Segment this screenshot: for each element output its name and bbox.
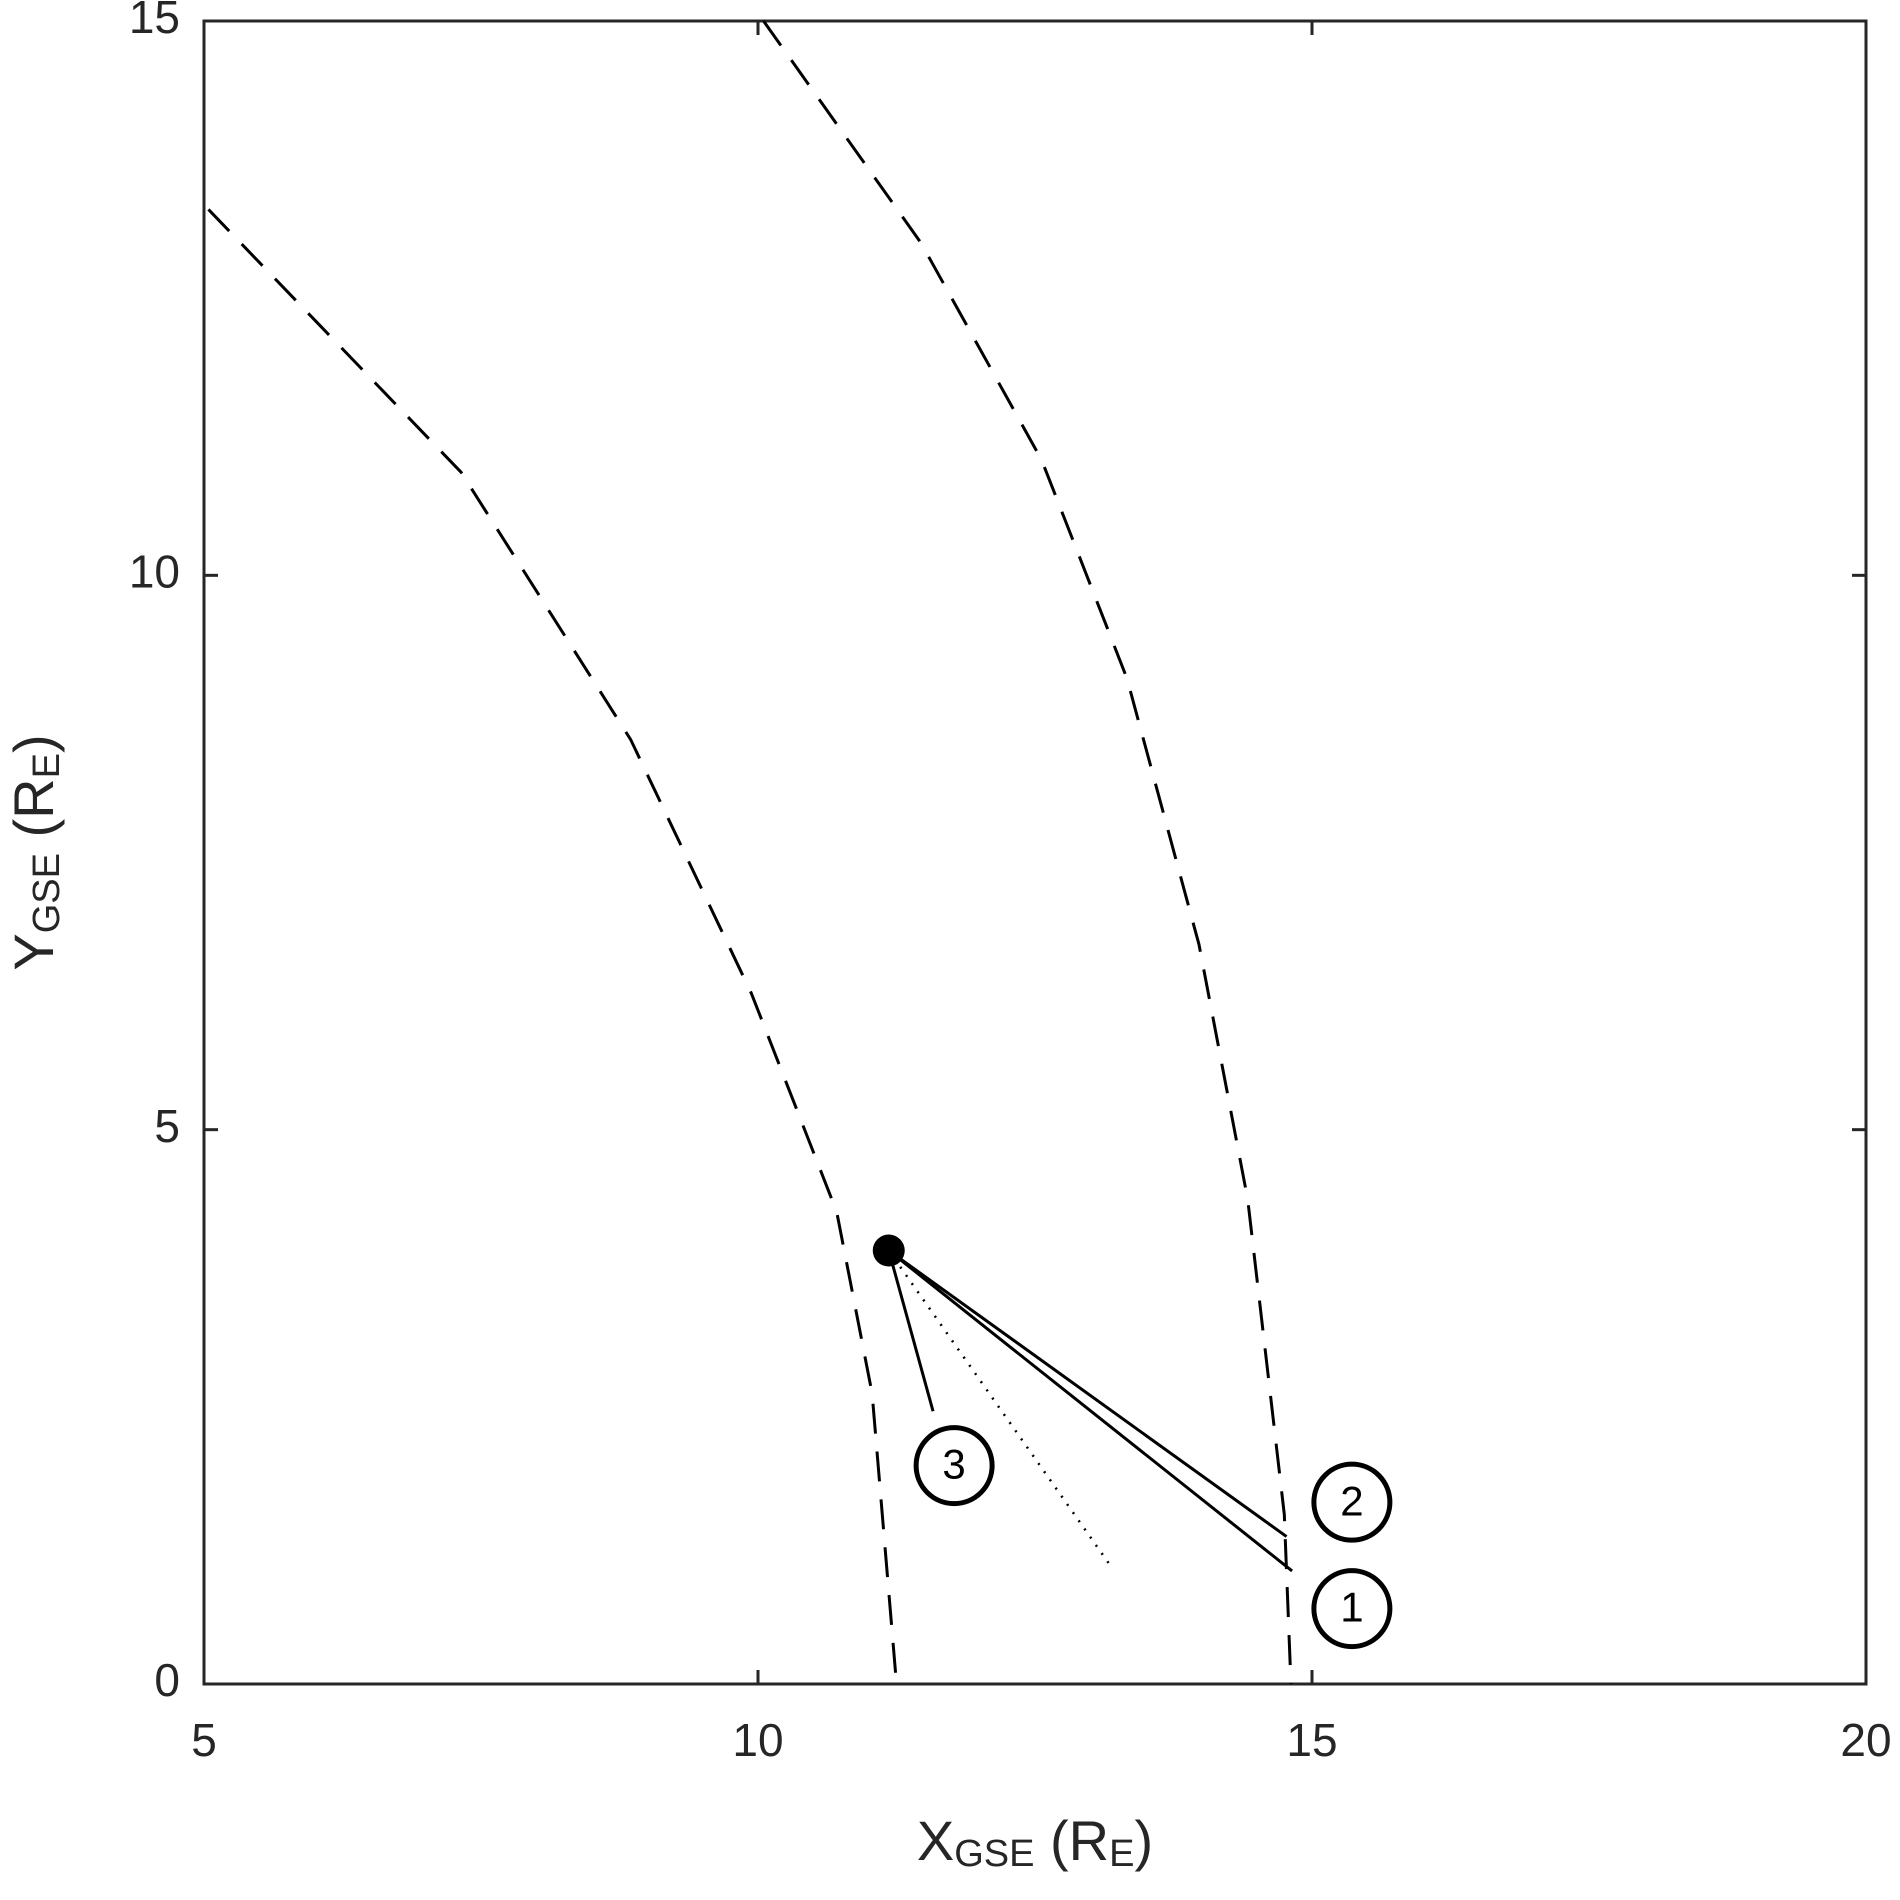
dotted-line [887, 1249, 1114, 1570]
x-tick-label: 10 [732, 1714, 783, 1766]
annotation-label: 1 [1340, 1584, 1363, 1631]
annotation-label: 3 [942, 1441, 965, 1488]
label-subscript: GSE [26, 853, 68, 933]
annotation-circle [1311, 1461, 1393, 1543]
annotation-circle [913, 1425, 995, 1507]
x-tick-label: 20 [1840, 1714, 1891, 1766]
label-part: (R [1034, 1809, 1109, 1872]
axes-box [202, 19, 1868, 1686]
dashed-line [207, 208, 898, 1685]
label-subscript: E [26, 753, 68, 778]
label-part: Y [2, 933, 65, 970]
dashed-line [762, 20, 1293, 1685]
label-part: ) [2, 734, 65, 753]
ylabel-label: YGSE (RE) [2, 734, 69, 970]
annotation-label: 2 [1340, 1477, 1363, 1524]
label-subscript: E [1109, 1833, 1134, 1875]
solid-line [887, 1249, 1293, 1573]
label-subscript: GSE [954, 1833, 1034, 1875]
x-tick-label: 15 [1286, 1714, 1337, 1766]
label-part: X [917, 1809, 954, 1872]
y-tick-label: 10 [129, 545, 180, 597]
y-tick-label: 5 [154, 1100, 180, 1152]
y-tick-label: 0 [154, 1654, 180, 1706]
solid-line [887, 1250, 935, 1412]
xlabel-label: XGSE (RE) [917, 1809, 1153, 1876]
y-tick-label: 15 [129, 0, 180, 43]
x-tick-label: 5 [191, 1714, 217, 1766]
spacecraft-marker [872, 1234, 905, 1267]
label-part: ) [1134, 1809, 1153, 1872]
solid-line [887, 1249, 1288, 1538]
annotation-circle [1311, 1568, 1393, 1650]
label-part: (R [2, 778, 65, 853]
